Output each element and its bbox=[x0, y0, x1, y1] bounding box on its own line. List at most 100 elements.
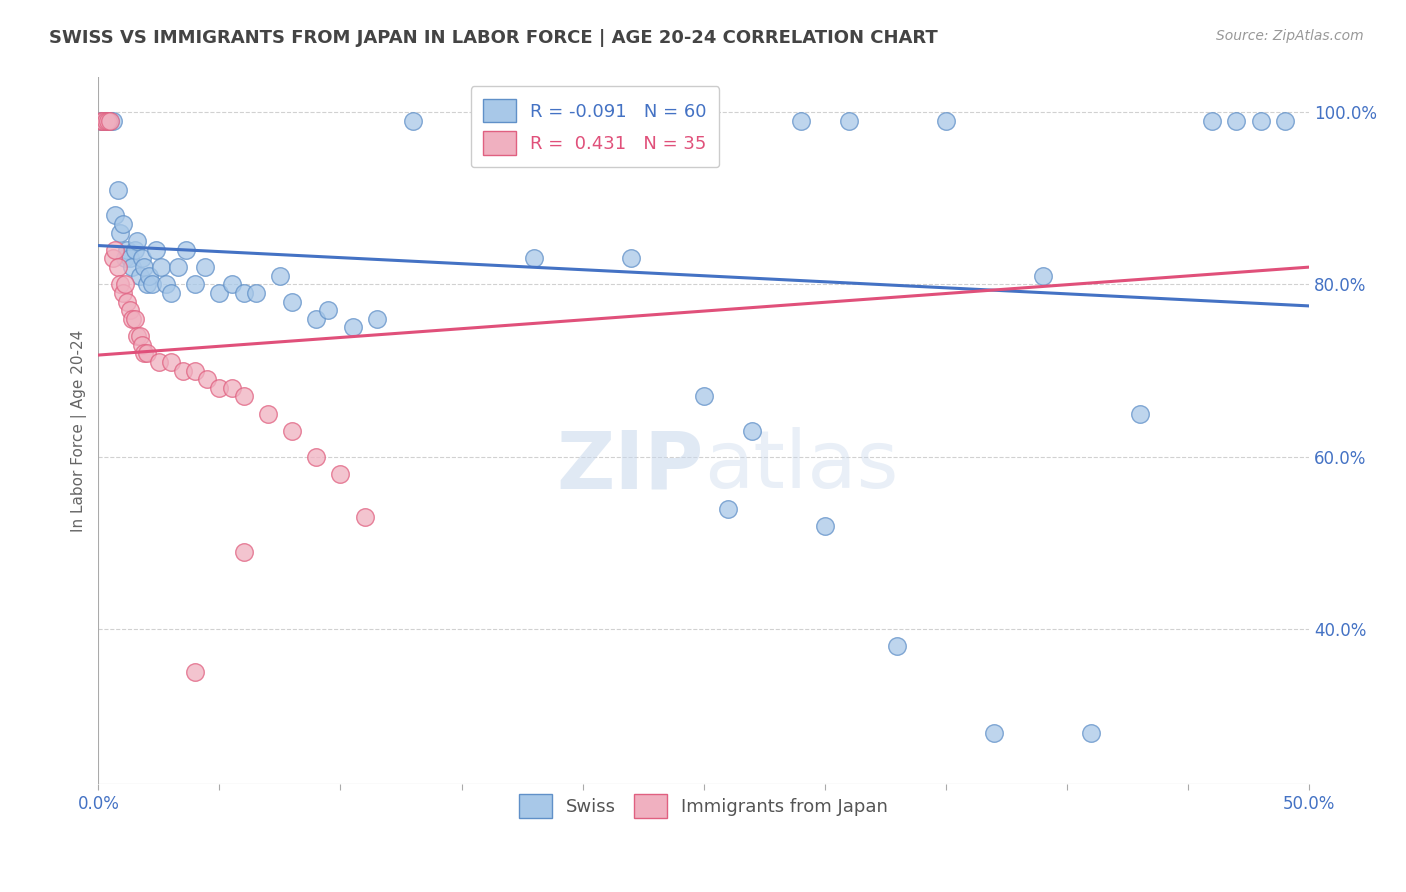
Point bbox=[172, 363, 194, 377]
Point bbox=[100, 113, 122, 128]
Point bbox=[886, 640, 908, 654]
Point bbox=[221, 277, 243, 292]
Point bbox=[305, 450, 328, 464]
Point bbox=[741, 424, 763, 438]
Point bbox=[838, 113, 860, 128]
Point bbox=[1080, 725, 1102, 739]
Point bbox=[134, 346, 156, 360]
Point bbox=[814, 518, 837, 533]
Point bbox=[1129, 407, 1152, 421]
Point bbox=[107, 182, 129, 196]
Point bbox=[150, 260, 173, 274]
Point bbox=[208, 381, 231, 395]
Point bbox=[100, 113, 122, 128]
Point bbox=[1225, 113, 1247, 128]
Point bbox=[935, 113, 957, 128]
Legend: Swiss, Immigrants from Japan: Swiss, Immigrants from Japan bbox=[512, 788, 896, 825]
Text: ZIP: ZIP bbox=[557, 427, 704, 505]
Point bbox=[1032, 268, 1054, 283]
Point bbox=[475, 113, 498, 128]
Point bbox=[124, 311, 146, 326]
Point bbox=[117, 294, 139, 309]
Point bbox=[117, 243, 139, 257]
Point bbox=[160, 285, 183, 300]
Point bbox=[97, 113, 120, 128]
Point bbox=[983, 725, 1005, 739]
Point bbox=[101, 113, 124, 128]
Point bbox=[167, 260, 190, 274]
Point bbox=[121, 260, 143, 274]
Text: Source: ZipAtlas.com: Source: ZipAtlas.com bbox=[1216, 29, 1364, 43]
Point bbox=[693, 389, 716, 403]
Point bbox=[245, 285, 267, 300]
Point bbox=[1201, 113, 1223, 128]
Point bbox=[195, 372, 218, 386]
Point bbox=[114, 277, 136, 292]
Point bbox=[305, 311, 328, 326]
Point bbox=[257, 407, 280, 421]
Point bbox=[107, 260, 129, 274]
Point bbox=[90, 113, 112, 128]
Point bbox=[111, 217, 134, 231]
Point bbox=[94, 113, 117, 128]
Point bbox=[194, 260, 217, 274]
Point bbox=[353, 510, 375, 524]
Point bbox=[281, 294, 304, 309]
Point bbox=[208, 285, 231, 300]
Point bbox=[127, 329, 149, 343]
Point bbox=[141, 277, 163, 292]
Point bbox=[108, 226, 131, 240]
Point bbox=[111, 285, 134, 300]
Point bbox=[269, 268, 291, 283]
Point bbox=[131, 252, 153, 266]
Point bbox=[108, 277, 131, 292]
Point bbox=[174, 243, 197, 257]
Point bbox=[134, 260, 156, 274]
Point bbox=[90, 113, 112, 128]
Point bbox=[135, 346, 157, 360]
Point bbox=[104, 243, 127, 257]
Point bbox=[97, 113, 120, 128]
Point bbox=[232, 285, 254, 300]
Point bbox=[91, 113, 114, 128]
Point bbox=[789, 113, 811, 128]
Text: atlas: atlas bbox=[704, 427, 898, 505]
Point bbox=[1274, 113, 1296, 128]
Point bbox=[221, 381, 243, 395]
Point bbox=[131, 337, 153, 351]
Point bbox=[128, 329, 150, 343]
Point bbox=[318, 303, 340, 318]
Point bbox=[620, 252, 643, 266]
Point bbox=[127, 234, 149, 248]
Point bbox=[342, 320, 364, 334]
Point bbox=[138, 268, 160, 283]
Point bbox=[91, 113, 114, 128]
Text: SWISS VS IMMIGRANTS FROM JAPAN IN LABOR FORCE | AGE 20-24 CORRELATION CHART: SWISS VS IMMIGRANTS FROM JAPAN IN LABOR … bbox=[49, 29, 938, 46]
Point bbox=[402, 113, 425, 128]
Point bbox=[114, 252, 136, 266]
Point bbox=[94, 113, 117, 128]
Point bbox=[124, 243, 146, 257]
Point bbox=[366, 311, 388, 326]
Point bbox=[184, 665, 207, 680]
Point bbox=[145, 243, 167, 257]
Point bbox=[121, 311, 143, 326]
Point bbox=[1250, 113, 1272, 128]
Y-axis label: In Labor Force | Age 20-24: In Labor Force | Age 20-24 bbox=[72, 330, 87, 532]
Point bbox=[184, 277, 207, 292]
Point bbox=[523, 252, 546, 266]
Point bbox=[717, 501, 740, 516]
Point bbox=[118, 303, 141, 318]
Point bbox=[135, 277, 157, 292]
Point bbox=[155, 277, 177, 292]
Point bbox=[118, 252, 141, 266]
Point bbox=[128, 268, 150, 283]
Point bbox=[148, 355, 170, 369]
Point bbox=[232, 389, 254, 403]
Point bbox=[281, 424, 304, 438]
Point bbox=[329, 467, 352, 481]
Point bbox=[232, 544, 254, 558]
Point bbox=[160, 355, 183, 369]
Point bbox=[184, 363, 207, 377]
Point bbox=[101, 252, 124, 266]
